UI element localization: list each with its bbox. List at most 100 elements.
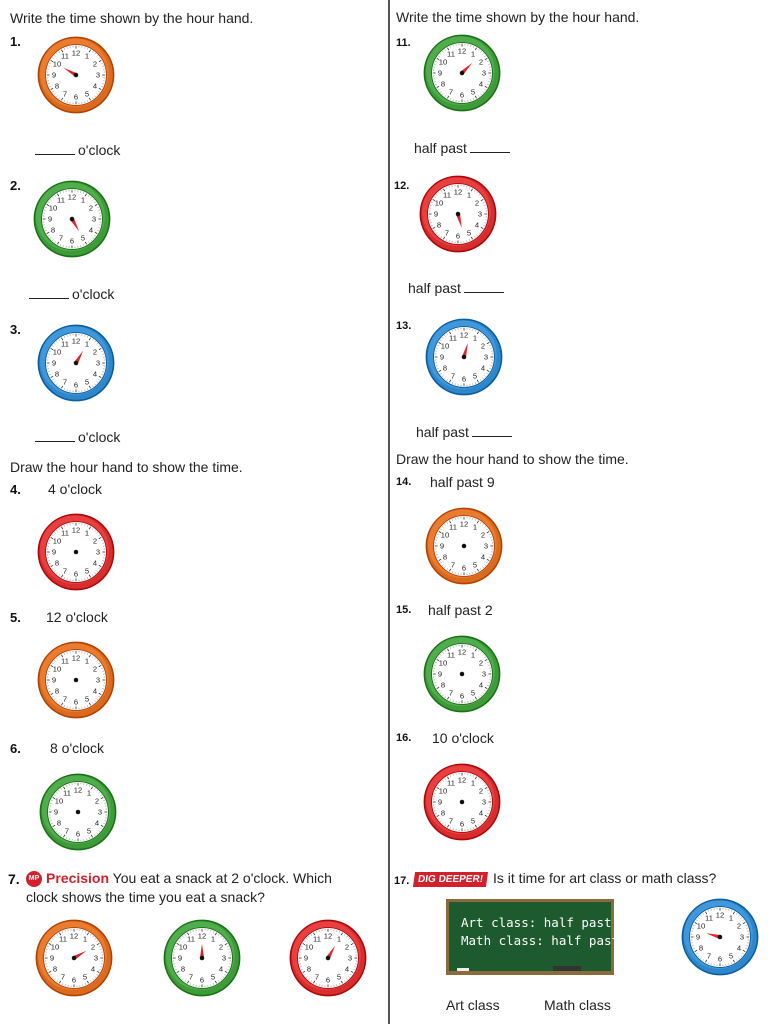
- svg-text:8: 8: [51, 226, 55, 235]
- answer-suffix: o'clock: [78, 142, 121, 158]
- svg-text:12: 12: [72, 526, 80, 535]
- option-math-class[interactable]: Math class: [544, 997, 611, 1013]
- clock-q7-option-c[interactable]: 1 2 3 4 5 6 7 8 9 10 11 12: [288, 918, 368, 998]
- answer-blank[interactable]: [29, 288, 69, 299]
- clock-q14[interactable]: 1 2 3 4 5 6 7 8 9 10 11 12: [424, 506, 504, 586]
- answer-line-q1[interactable]: o'clock: [32, 142, 120, 158]
- clock-q7-option-b[interactable]: 1 2 3 4 5 6 7 8 9 10 11 12: [162, 918, 242, 998]
- answer-blank[interactable]: [469, 142, 510, 153]
- clock-q12: 1 2 3 4 5 6 7 8 9 10 11 12: [418, 174, 498, 254]
- hour-hand: [461, 343, 468, 358]
- answer-blank[interactable]: [35, 431, 75, 442]
- hour-hand: [74, 350, 84, 365]
- svg-text:11: 11: [57, 196, 65, 205]
- answer-line-q13[interactable]: half past: [416, 424, 515, 440]
- hour-hand: [199, 943, 205, 958]
- question-number-14: 14.: [396, 476, 412, 488]
- clock-q15[interactable]: 1 2 3 4 5 6 7 8 9 10 11 12: [422, 634, 502, 714]
- svg-text:1: 1: [85, 657, 89, 666]
- svg-text:10: 10: [55, 797, 63, 806]
- answer-line-q3[interactable]: o'clock: [32, 429, 120, 445]
- clock-q6[interactable]: 1 2 3 4 5 6 7 8 9 10 11 12: [38, 772, 118, 852]
- svg-text:2: 2: [345, 943, 349, 952]
- svg-text:1: 1: [729, 914, 733, 923]
- svg-text:10: 10: [305, 943, 313, 952]
- chalk-tray: [449, 971, 611, 975]
- svg-text:7: 7: [445, 229, 449, 238]
- svg-text:2: 2: [93, 537, 97, 546]
- clock-q5[interactable]: 1 2 3 4 5 6 7 8 9 10 11 12: [36, 640, 116, 720]
- svg-text:4: 4: [475, 221, 479, 230]
- clock-q3: 1 2 3 4 5 6 7 8 9 10 11 12: [36, 323, 116, 403]
- svg-text:9: 9: [434, 210, 438, 219]
- svg-text:10: 10: [435, 199, 443, 208]
- question-number-11: 11.: [396, 37, 411, 49]
- svg-text:6: 6: [326, 976, 330, 985]
- clock-q7-option-a[interactable]: 1 2 3 4 5 6 7 8 9 10 11 12: [34, 918, 114, 998]
- svg-text:2: 2: [481, 531, 485, 540]
- question-number-6: 6.: [10, 741, 21, 756]
- answer-line-q11[interactable]: half past: [414, 140, 513, 156]
- column-divider: [388, 0, 390, 1024]
- svg-text:7: 7: [61, 973, 65, 982]
- svg-text:1: 1: [85, 340, 89, 349]
- svg-text:1: 1: [81, 196, 85, 205]
- svg-text:5: 5: [87, 827, 91, 836]
- answer-prefix: half past: [416, 424, 469, 440]
- svg-text:1: 1: [471, 651, 475, 660]
- svg-text:9: 9: [696, 933, 700, 942]
- svg-text:11: 11: [59, 935, 67, 944]
- svg-text:4: 4: [93, 82, 97, 91]
- svg-text:1: 1: [85, 52, 89, 61]
- svg-text:9: 9: [440, 542, 444, 551]
- svg-text:3: 3: [484, 353, 488, 362]
- svg-text:12: 12: [72, 337, 80, 346]
- svg-text:8: 8: [55, 370, 59, 379]
- svg-text:8: 8: [55, 687, 59, 696]
- right-heading-draw: Draw the hour hand to show the time.: [396, 451, 629, 467]
- question-label-5: 12 o'clock: [46, 609, 108, 625]
- svg-text:4: 4: [345, 965, 349, 974]
- svg-text:10: 10: [49, 204, 57, 213]
- svg-text:2: 2: [479, 58, 483, 67]
- answer-blank[interactable]: [471, 426, 512, 437]
- svg-text:3: 3: [482, 670, 486, 679]
- svg-text:6: 6: [74, 698, 78, 707]
- option-art-class[interactable]: Art class: [446, 997, 500, 1013]
- svg-text:2: 2: [89, 204, 93, 213]
- svg-text:2: 2: [481, 342, 485, 351]
- svg-text:7: 7: [63, 695, 67, 704]
- svg-text:8: 8: [699, 944, 703, 953]
- svg-text:10: 10: [441, 531, 449, 540]
- question-number-5: 5.: [10, 610, 21, 625]
- clock-q4[interactable]: 1 2 3 4 5 6 7 8 9 10 11 12: [36, 512, 116, 592]
- svg-text:5: 5: [471, 817, 475, 826]
- svg-text:4: 4: [481, 553, 485, 562]
- svg-text:3: 3: [222, 954, 226, 963]
- svg-text:12: 12: [460, 520, 468, 529]
- svg-text:9: 9: [52, 71, 56, 80]
- svg-text:7: 7: [189, 973, 193, 982]
- clock-q16[interactable]: 1 2 3 4 5 6 7 8 9 10 11 12: [422, 762, 502, 842]
- answer-blank[interactable]: [35, 144, 75, 155]
- svg-text:5: 5: [471, 88, 475, 97]
- svg-text:10: 10: [697, 922, 705, 931]
- svg-text:1: 1: [471, 779, 475, 788]
- question-number-12: 12.: [394, 180, 410, 192]
- answer-line-q12[interactable]: half past: [408, 280, 507, 296]
- answer-blank[interactable]: [463, 282, 504, 293]
- svg-text:6: 6: [200, 976, 204, 985]
- svg-text:11: 11: [63, 789, 71, 798]
- svg-text:2: 2: [91, 943, 95, 952]
- mp-badge-icon: MP: [26, 871, 42, 888]
- svg-text:1: 1: [83, 935, 87, 944]
- answer-line-q2[interactable]: o'clock: [26, 286, 114, 302]
- svg-text:3: 3: [94, 954, 98, 963]
- svg-text:9: 9: [440, 353, 444, 362]
- question-number-4: 4.: [10, 482, 21, 497]
